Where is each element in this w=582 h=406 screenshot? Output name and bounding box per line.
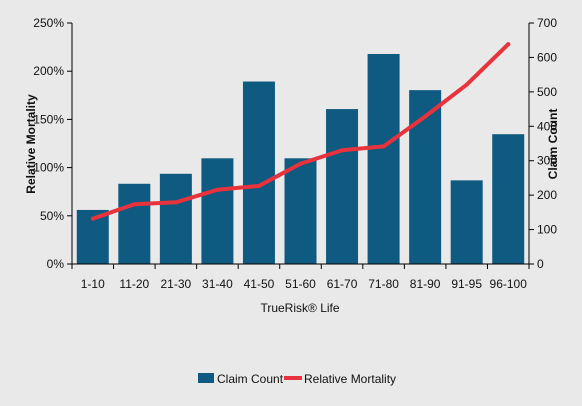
point-relative-mortality-61-70 [340,148,345,153]
left-tick-label: 200% [33,64,64,78]
left-tick-label: 100% [33,161,64,175]
point-relative-mortality-91-95 [464,82,469,87]
bar-claim-count-61-70 [326,109,359,264]
legend-label-relative-mortality: Relative Mortality [304,372,396,386]
left-tick-label: 50% [40,209,64,223]
right-tick-label: 500 [537,85,557,99]
point-relative-mortality-31-40 [215,187,220,192]
right-tick-label: 700 [537,16,557,30]
right-tick-label: 100 [537,223,557,237]
bar-claim-count-21-30 [159,173,192,264]
point-relative-mortality-81-90 [423,114,428,119]
x-tick-label: 21-30 [161,277,192,291]
point-relative-mortality-11-20 [132,202,137,207]
x-tick-label: 91-95 [451,277,482,291]
bar-claim-count-81-90 [409,90,442,264]
bar-claim-count-91-95 [450,180,483,264]
legend: Claim Count Relative Mortality [198,372,396,386]
point-relative-mortality-71-80 [381,144,386,149]
right-tick-label: 200 [537,188,557,202]
point-relative-mortality-41-50 [256,183,261,188]
bars-layer [76,53,525,265]
line-layer [90,42,511,221]
legend-label-claim-count: Claim Count [217,372,284,386]
x-tick-label: 51-60 [285,277,316,291]
left-axis-ticks: 0% 50% 100% 150% 200% 250% [33,16,72,271]
x-tick-label: 61-70 [327,277,358,291]
bar-claim-count-51-60 [284,158,317,264]
point-relative-mortality-96-100 [506,42,511,47]
x-tick-label: 41-50 [244,277,275,291]
x-tick-label: 96-100 [490,277,528,291]
bar-claim-count-41-50 [242,81,275,265]
x-axis-ticks: 1-10 11-20 21-30 31-40 41-50 51-60 61-70 71-80 8… [71,264,530,291]
right-axis-ticks: 0 100 200 300 400 500 600 700 [529,16,557,271]
x-tick-label: 31-40 [202,277,233,291]
left-tick-label: 250% [33,16,64,30]
legend-swatch-claim-count [198,373,214,383]
right-tick-label: 600 [537,50,557,64]
point-relative-mortality-1-10 [90,216,95,221]
point-relative-mortality-51-60 [298,161,303,166]
left-tick-label: 150% [33,112,64,126]
x-tick-label: 1-10 [81,277,105,291]
right-tick-label: 300 [537,154,557,168]
bar-claim-count-11-20 [118,183,151,264]
bar-claim-count-96-100 [492,134,525,264]
x-tick-label: 71-80 [368,277,399,291]
point-relative-mortality-21-30 [173,200,178,205]
x-tick-label: 81-90 [410,277,441,291]
right-axis-title: Claim Count [546,109,560,180]
bar-claim-count-31-40 [201,158,234,264]
bar-claim-count-71-80 [367,53,400,264]
right-tick-label: 0 [537,257,544,271]
left-axis-title: Relative Mortality [24,94,38,194]
left-tick-label: 0% [47,257,65,271]
x-tick-label: 11-20 [119,277,149,291]
right-tick-label: 400 [537,119,557,133]
x-axis-title: TrueRisk® Life [260,301,339,315]
